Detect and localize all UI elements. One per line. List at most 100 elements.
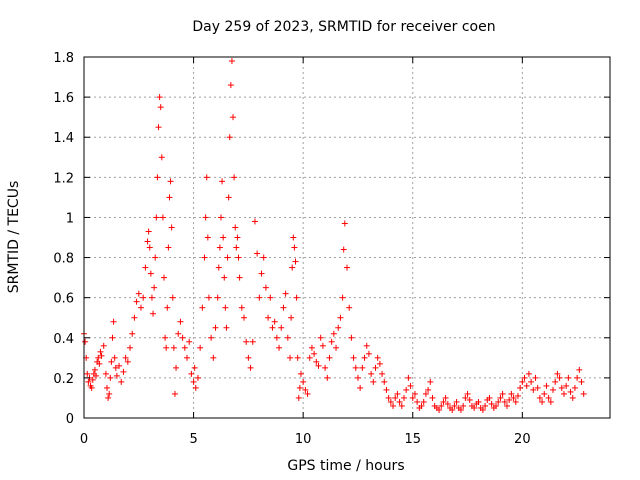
data-point <box>479 406 486 413</box>
data-point <box>150 310 157 317</box>
data-point <box>436 406 443 413</box>
data-point <box>429 394 436 401</box>
data-point <box>146 244 153 251</box>
data-point <box>238 304 245 311</box>
y-tick-label: 1.6 <box>53 91 74 106</box>
data-point <box>208 334 215 341</box>
data-point <box>344 264 350 271</box>
data-point <box>297 370 304 377</box>
data-point <box>166 194 173 201</box>
data-point <box>271 318 278 325</box>
data-point <box>118 378 125 385</box>
data-point <box>214 294 221 301</box>
data-point <box>324 374 331 381</box>
data-point <box>137 304 144 311</box>
data-point <box>276 344 283 351</box>
data-point <box>293 294 300 301</box>
data-point <box>284 334 291 341</box>
data-point <box>290 234 297 241</box>
data-point <box>122 354 129 361</box>
data-point <box>339 294 346 301</box>
data-point <box>536 394 543 401</box>
data-point <box>254 250 261 257</box>
data-point <box>407 382 414 389</box>
data-point <box>147 270 154 277</box>
data-point <box>302 386 309 393</box>
data-point <box>547 398 554 405</box>
data-point <box>282 290 289 297</box>
data-point <box>543 382 550 389</box>
data-point <box>545 394 552 401</box>
data-point <box>91 366 98 373</box>
data-point <box>192 384 199 391</box>
data-point <box>396 398 403 405</box>
data-point <box>528 378 535 385</box>
data-point <box>352 364 359 371</box>
data-point <box>267 294 274 301</box>
x-tick-label: 10 <box>295 432 312 447</box>
data-point <box>191 364 198 371</box>
data-point <box>243 338 250 345</box>
data-point <box>550 386 557 393</box>
data-point <box>457 406 464 413</box>
data-point <box>341 220 348 227</box>
data-point <box>574 374 581 381</box>
data-point <box>295 394 302 401</box>
data-point <box>530 386 537 393</box>
data-point <box>184 354 191 361</box>
data-point <box>142 264 149 271</box>
data-point <box>567 388 574 395</box>
data-point <box>265 314 272 321</box>
data-point <box>383 386 390 393</box>
data-point <box>201 254 208 261</box>
data-point <box>503 402 510 409</box>
data-point <box>444 400 451 407</box>
data-point <box>534 384 541 391</box>
data-point <box>129 330 136 337</box>
data-point <box>361 354 368 361</box>
data-point <box>175 330 182 337</box>
data-point <box>525 370 532 377</box>
data-point <box>269 324 276 331</box>
data-point <box>234 234 241 241</box>
data-point <box>322 364 329 371</box>
axis-ticks: 0 0.2 0.4 0.6 0.8 1 1.2 1.4 1.6 1.8 0 5 10 15 20 <box>53 51 610 447</box>
data-point <box>177 318 184 325</box>
data-point <box>240 314 247 321</box>
y-tick-label: 0.8 <box>53 252 74 267</box>
data-point <box>488 400 495 407</box>
data-point <box>112 364 119 371</box>
data-point <box>350 354 357 361</box>
data-point <box>400 394 407 401</box>
data-point <box>186 338 193 345</box>
data-point <box>563 382 570 389</box>
data-point <box>219 178 226 185</box>
data-point <box>427 378 434 385</box>
data-point <box>519 378 526 385</box>
data-point <box>376 360 383 367</box>
data-point <box>212 324 219 331</box>
data-point <box>205 294 212 301</box>
data-point <box>88 384 95 391</box>
data-point <box>405 374 412 381</box>
data-point <box>403 386 410 393</box>
data-point <box>363 342 370 349</box>
data-point <box>84 370 91 377</box>
data-point <box>131 314 138 321</box>
data-point <box>372 364 379 371</box>
data-point <box>291 244 298 251</box>
data-point <box>111 354 118 361</box>
data-point <box>164 304 171 311</box>
data-point <box>258 270 265 277</box>
data-point <box>188 370 195 377</box>
data-point <box>294 354 301 361</box>
data-point <box>227 82 234 89</box>
data-point <box>296 384 303 391</box>
data-point <box>471 404 478 411</box>
data-point <box>221 274 228 281</box>
data-point <box>82 338 89 345</box>
data-point <box>486 394 493 401</box>
data-point <box>346 304 353 311</box>
data-point <box>418 402 425 409</box>
y-axis-label: SRMTID / TECUs <box>6 181 22 294</box>
